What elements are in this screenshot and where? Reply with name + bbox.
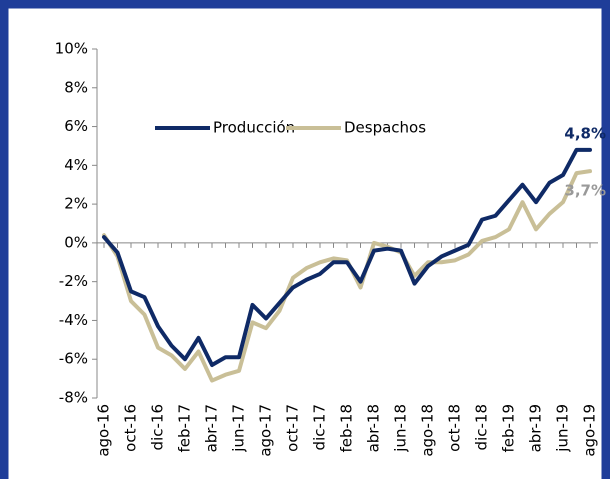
legend-label: Despachos	[344, 119, 426, 137]
y-tick-label: -8%	[59, 389, 88, 407]
x-tick-label: abr-19	[527, 404, 545, 452]
x-tick-label: jun-17	[230, 404, 248, 453]
y-tick-label: 4%	[64, 156, 88, 174]
y-tick-label: -6%	[59, 350, 88, 368]
y-tick-label: 0%	[64, 233, 88, 251]
y-tick-label: 10%	[55, 40, 88, 58]
x-tick-label: jun-18	[392, 404, 410, 453]
line-series	[102, 147, 592, 368]
x-tick-label: jun-19	[554, 404, 572, 453]
y-tick-label: 6%	[64, 117, 88, 135]
legend-label: Producción	[213, 119, 295, 137]
y-tick-label: 8%	[64, 78, 88, 96]
x-tick-label: dic-17	[311, 404, 329, 450]
x-tick-label: oct-18	[446, 404, 464, 452]
x-tick-label: dic-18	[473, 404, 491, 450]
y-tick-label: 2%	[64, 195, 88, 213]
x-tick-label: feb-17	[176, 404, 194, 453]
y-tick-label: -4%	[59, 311, 88, 329]
annotation: 4,8%	[564, 125, 606, 143]
x-tick-label: dic-16	[149, 404, 167, 450]
x-tick-label: feb-18	[338, 404, 356, 453]
x-tick-label: abr-17	[203, 404, 221, 452]
x-tick-label: ago-16	[95, 404, 113, 457]
x-tick-label: ago-19	[581, 404, 599, 457]
x-tick-label: ago-18	[419, 404, 437, 457]
x-tick-label: ago-17	[257, 404, 275, 457]
y-tick-label: -2%	[59, 272, 88, 290]
x-tick-label: oct-16	[122, 404, 140, 452]
x-tick-label: oct-17	[284, 404, 302, 452]
x-tick-label: feb-19	[500, 404, 518, 453]
x-tick-label: abr-18	[365, 404, 383, 452]
annotation: 3,7%	[564, 182, 606, 200]
